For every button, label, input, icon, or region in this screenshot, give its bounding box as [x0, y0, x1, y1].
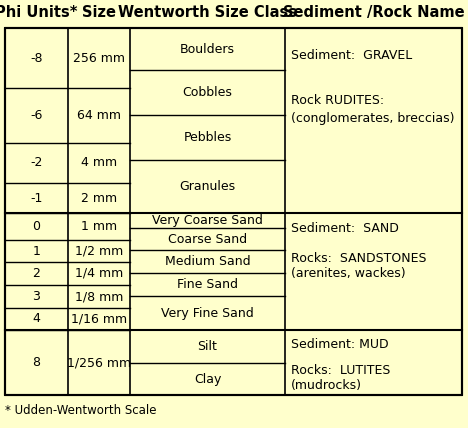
Text: Rock RUDITES:: Rock RUDITES: [291, 93, 384, 107]
Text: 0: 0 [32, 220, 41, 233]
Text: Fine Sand: Fine Sand [177, 278, 238, 291]
Text: Medium Sand: Medium Sand [165, 255, 250, 268]
Text: Coarse Sand: Coarse Sand [168, 232, 247, 246]
Text: 1 mm: 1 mm [81, 220, 117, 233]
Text: Pebbles: Pebbles [183, 131, 232, 144]
Text: Sediment: MUD: Sediment: MUD [291, 339, 388, 351]
Text: Very Coarse Sand: Very Coarse Sand [152, 214, 263, 227]
Text: * Udden-Wentworth Scale: * Udden-Wentworth Scale [5, 404, 156, 417]
Text: Clay: Clay [194, 372, 221, 386]
Text: Wentworth Size Class: Wentworth Size Class [118, 5, 297, 20]
Text: Cobbles: Cobbles [183, 86, 233, 99]
Text: (arenites, wackes): (arenites, wackes) [291, 268, 406, 280]
Text: 1/2 mm: 1/2 mm [75, 244, 123, 258]
Text: 8: 8 [32, 356, 41, 369]
Text: 2 mm: 2 mm [81, 191, 117, 205]
Text: Phi Units*: Phi Units* [0, 5, 78, 20]
Text: 3: 3 [33, 290, 40, 303]
Text: 2: 2 [33, 267, 40, 280]
Text: -8: -8 [30, 51, 43, 65]
Text: Granules: Granules [179, 180, 235, 193]
Text: 1: 1 [33, 244, 40, 258]
Text: Sediment /Rock Name: Sediment /Rock Name [283, 5, 464, 20]
Text: Rocks:  LUTITES: Rocks: LUTITES [291, 363, 390, 377]
Text: -1: -1 [30, 191, 43, 205]
Text: 1/16 mm: 1/16 mm [71, 312, 127, 326]
Text: Rocks:  SANDSTONES: Rocks: SANDSTONES [291, 252, 426, 265]
Text: 4 mm: 4 mm [81, 157, 117, 169]
Text: 1/4 mm: 1/4 mm [75, 267, 123, 280]
Text: 256 mm: 256 mm [73, 51, 125, 65]
Text: Silt: Silt [197, 340, 218, 353]
Text: Sediment:  SAND: Sediment: SAND [291, 222, 399, 235]
Text: Size: Size [82, 5, 116, 20]
Bar [5, 28, 462, 395]
Text: Very Fine Sand: Very Fine Sand [161, 306, 254, 319]
Text: -6: -6 [30, 109, 43, 122]
Text: 4: 4 [33, 312, 40, 326]
Text: -2: -2 [30, 157, 43, 169]
Text: 1/8 mm: 1/8 mm [75, 290, 123, 303]
Text: Sediment:  GRAVEL: Sediment: GRAVEL [291, 48, 412, 62]
Text: 1/256 mm: 1/256 mm [67, 356, 131, 369]
Text: (conglomerates, breccias): (conglomerates, breccias) [291, 112, 454, 125]
Text: 64 mm: 64 mm [77, 109, 121, 122]
Text: (mudrocks): (mudrocks) [291, 378, 362, 392]
Text: Boulders: Boulders [180, 42, 235, 56]
